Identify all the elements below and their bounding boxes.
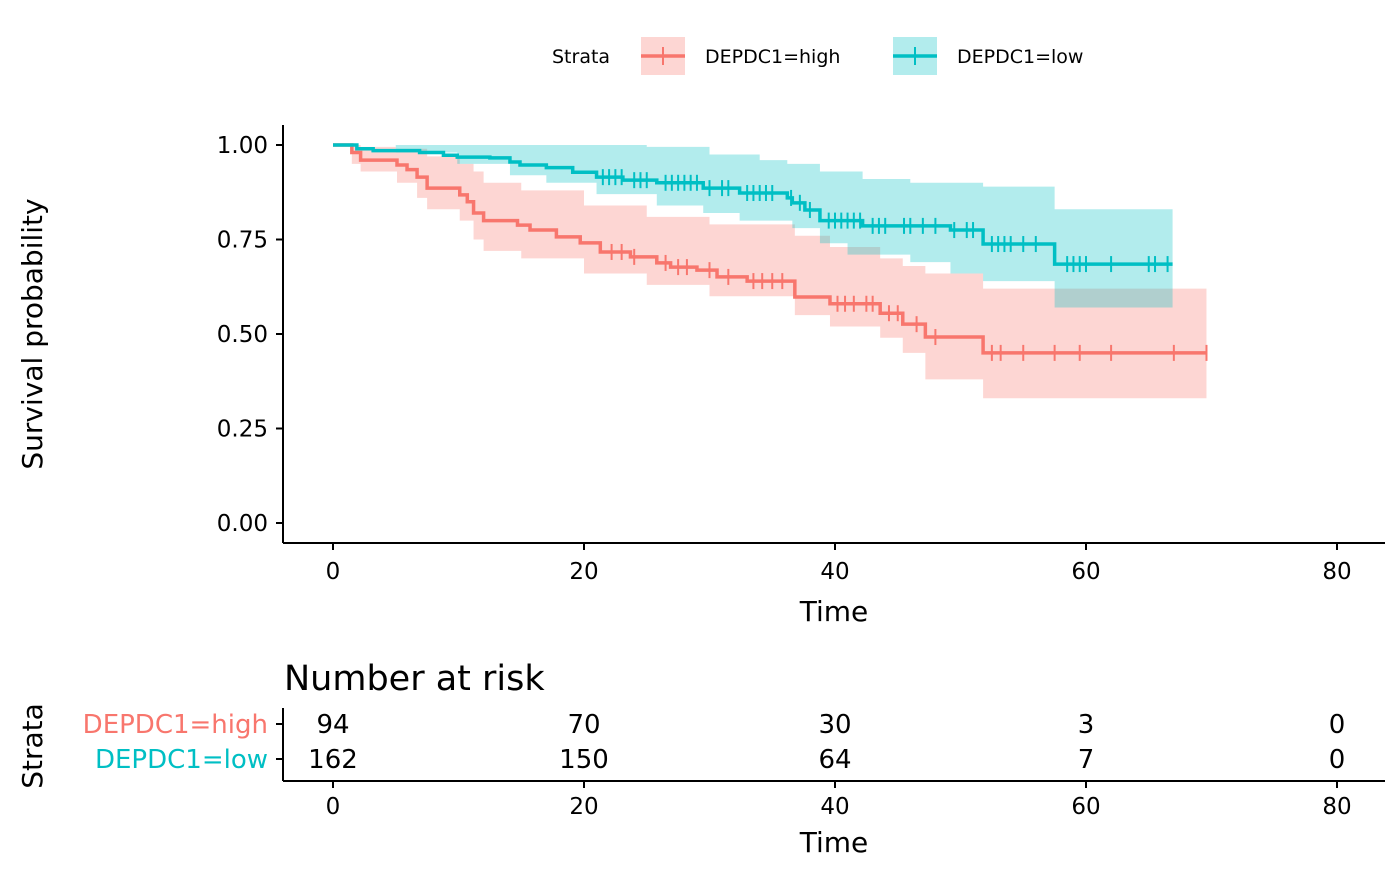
risk-x-tick-label: 40 [820,794,849,820]
risk-count-high: 0 [1329,710,1346,740]
risk-count-high: 70 [567,710,600,740]
legend-title: Strata [552,46,610,68]
risk-x-ticks: 0 20 40 60 80 [326,781,1352,820]
ci-band-low [333,145,1173,308]
risk-table-title: Number at risk [284,659,545,699]
ci-band-high [333,145,1207,399]
confidence-bands [333,145,1207,399]
censor-marks [601,169,1208,361]
risk-count-low: 7 [1078,745,1095,775]
risk-x-tick-label: 0 [326,794,341,820]
risk-x-tick-label: 80 [1322,794,1351,820]
risk-count-high: 94 [316,710,349,740]
y-ticks: 0.00 0.25 0.50 0.75 1.00 [217,133,283,537]
risk-count-low: 0 [1329,745,1346,775]
risk-x-tick-label: 20 [569,794,598,820]
x-axis-title: Time [799,595,869,628]
legend-label-high: DEPDC1=high [705,46,840,68]
risk-count-low: 162 [308,745,358,775]
survival-curves [333,143,1207,355]
legend: Strata DEPDC1=high DEPDC1=low [552,37,1083,75]
y-axis-title: Survival probability [16,198,49,469]
y-tick-label: 0.00 [217,511,268,537]
risk-row-label-high: DEPDC1=high [83,710,268,740]
x-tick-label: 0 [326,559,341,585]
legend-label-low: DEPDC1=low [957,46,1083,68]
y-tick-label: 0.50 [217,322,268,348]
risk-row-label-low: DEPDC1=low [95,745,268,775]
x-tick-label: 60 [1071,559,1100,585]
y-tick-label: 0.75 [217,228,268,254]
risk-table-y-title: Strata [16,703,49,789]
x-tick-label: 40 [820,559,849,585]
risk-count-high: 30 [818,710,851,740]
y-tick-label: 1.00 [217,133,268,159]
x-ticks: 0 20 40 60 80 [326,543,1352,585]
y-tick-label: 0.25 [217,417,268,443]
risk-count-low: 150 [559,745,609,775]
survival-curve-low [333,143,1173,266]
x-tick-label: 20 [569,559,598,585]
risk-count-low: 64 [818,745,851,775]
x-tick-label: 80 [1322,559,1351,585]
risk-count-high: 3 [1078,710,1095,740]
survival-curve-high [333,143,1207,355]
risk-x-tick-label: 60 [1071,794,1100,820]
risk-x-axis-title: Time [799,826,869,859]
